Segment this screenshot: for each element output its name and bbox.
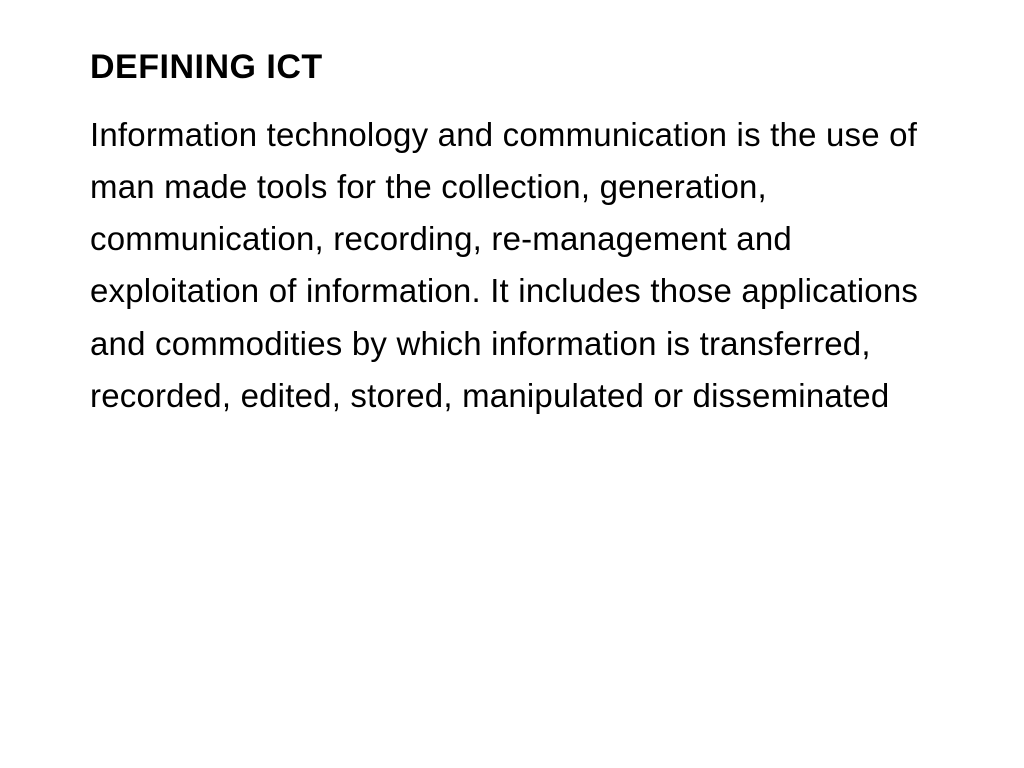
slide-title: DEFINING ICT (90, 48, 934, 87)
slide-body: Information technology and communication… (90, 109, 934, 422)
slide-container: DEFINING ICT Information technology and … (0, 0, 1024, 768)
